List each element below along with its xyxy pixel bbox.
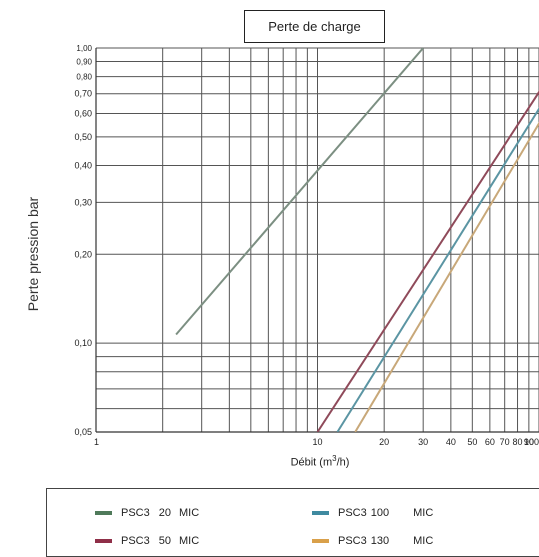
x-tick-label: 60 — [485, 437, 495, 447]
legend-swatch-130 — [312, 539, 329, 543]
legend-name-50: PSC3 — [121, 535, 150, 547]
legend-item-130: PSC3 130 MIC — [312, 535, 433, 547]
x-axis-label: Débit (m3/h) — [240, 454, 400, 469]
legend-item-100: PSC3 100 MIC — [312, 507, 433, 519]
y-tick-label: 0,05 — [74, 427, 92, 437]
legend-unit-20: MIC — [179, 507, 200, 519]
x-axis-label-text: Débit (m — [290, 456, 333, 469]
y-tick-label: 0,60 — [74, 108, 92, 118]
legend-item-50: PSC3 50 MIC — [95, 535, 199, 547]
x-tick-label: 30 — [418, 437, 428, 447]
x-tick-label: 100 — [524, 437, 539, 447]
loss-chart-svg: 0,05 0,10 0,20 0,30 0,40 0,50 0,60 0,70 0,80 0,90… — [74, 44, 539, 447]
y-tick-label: 0,90 — [76, 58, 92, 67]
x-tick-label: 40 — [446, 437, 456, 447]
y-tick-label: 0,80 — [76, 73, 92, 82]
legend-name-20: PSC3 — [121, 507, 150, 519]
y-tick-label: 0,20 — [74, 249, 92, 259]
y-tick-label: 0,10 — [74, 338, 92, 348]
x-tick-label: 80 — [513, 437, 523, 447]
x-tick-label: 10 — [312, 437, 322, 447]
legend-name-130: PSC3 — [338, 535, 367, 547]
y-tick-label: 0,50 — [74, 132, 92, 142]
y-axis-label: Perte pression bar — [25, 196, 41, 312]
series-line-130 — [354, 121, 539, 432]
legend-swatch-100 — [312, 511, 329, 515]
chart-title: Perte de charge — [244, 10, 385, 43]
x-tick-label: 90 — [524, 437, 534, 447]
legend-size-130: 130 — [370, 535, 390, 547]
legend-name-100: PSC3 — [338, 507, 367, 519]
x-tick-label: 50 — [467, 437, 477, 447]
legend-item-20: PSC3 20 MIC — [95, 507, 199, 519]
series-line-50 — [316, 90, 539, 432]
x-tick-label: 20 — [379, 437, 389, 447]
series-line-100 — [336, 106, 539, 432]
legend-size-50: 50 — [158, 535, 171, 547]
x-axis-label-sup: 3 — [332, 454, 337, 463]
legend: PSC3 20 MIC PSC3 50 MIC PSC3 100 MIC PSC… — [46, 488, 539, 557]
legend-swatch-20 — [95, 511, 112, 515]
legend-swatch-50 — [95, 539, 112, 543]
legend-unit-130: MIC — [413, 535, 434, 547]
x-axis-label-end: /h) — [336, 456, 350, 469]
y-tick-label: 0,40 — [74, 160, 92, 170]
legend-size-20: 20 — [158, 507, 171, 519]
legend-unit-50: MIC — [179, 535, 200, 547]
series-line-20 — [175, 48, 424, 336]
y-tick-label: 0,30 — [74, 197, 92, 207]
legend-unit-100: MIC — [413, 507, 434, 519]
x-tick-label: 70 — [500, 437, 510, 447]
y-tick-label: 1,00 — [76, 44, 92, 53]
y-tick-label: 0,70 — [74, 89, 92, 99]
legend-size-100: 100 — [370, 507, 390, 519]
x-tick-label: 1 — [94, 437, 99, 447]
